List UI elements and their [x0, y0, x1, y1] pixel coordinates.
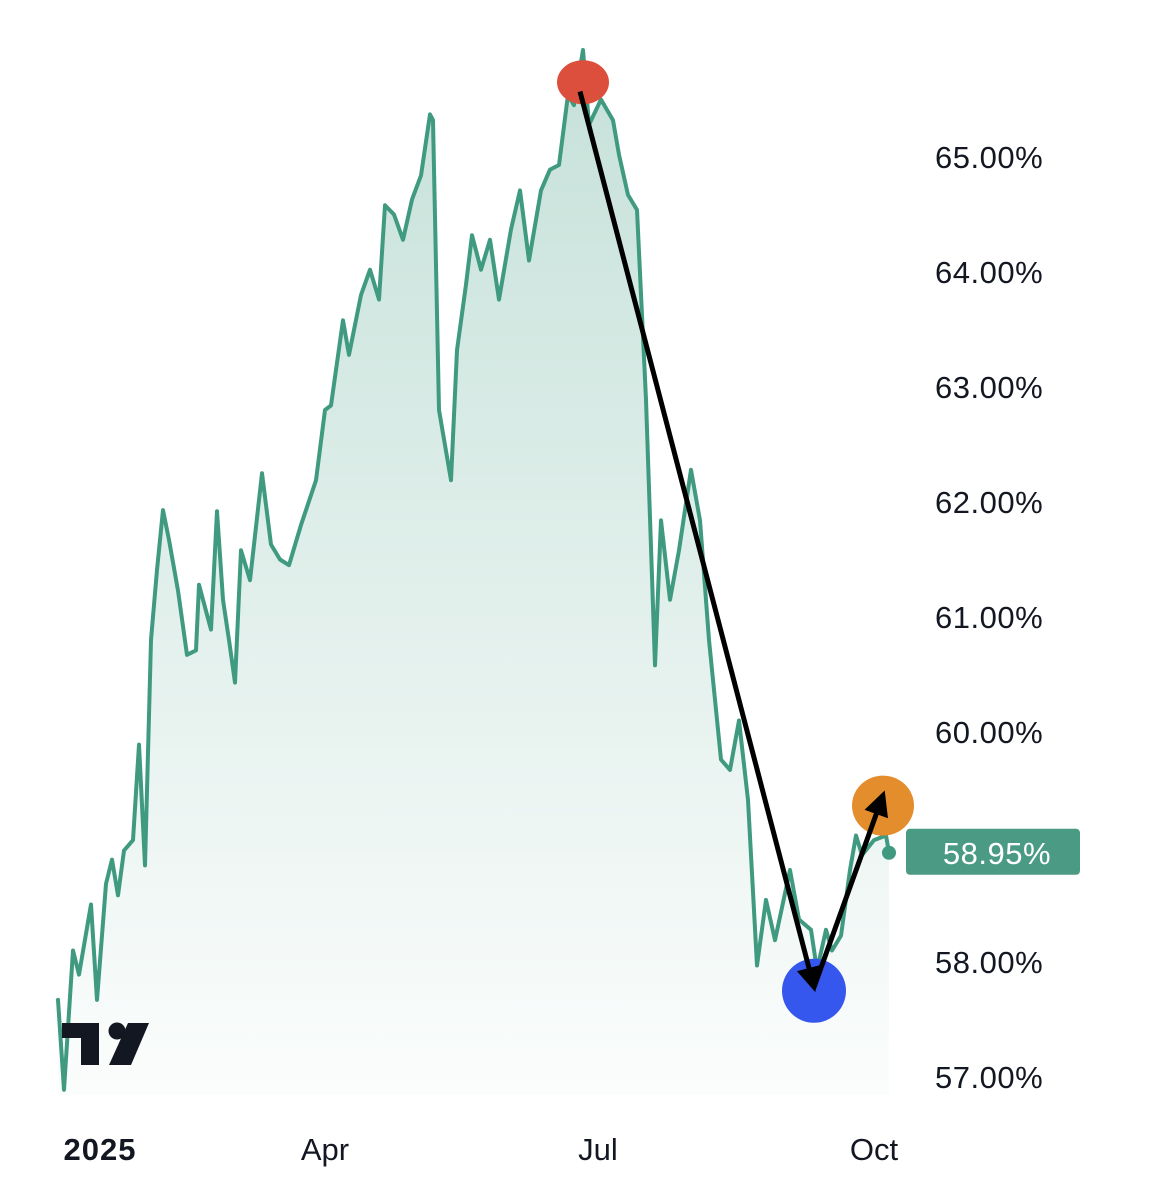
x-tick-label: 2025	[64, 1132, 137, 1167]
x-axis: 2025 Apr Jul Oct	[64, 1132, 899, 1167]
y-tick-label: 64.00%	[935, 255, 1043, 290]
y-tick-label: 57.00%	[935, 1060, 1043, 1095]
annotation-marker	[782, 958, 846, 1023]
x-tick-label: Apr	[301, 1132, 349, 1167]
last-value-tag: 58.95%	[906, 828, 1080, 875]
annotation-arrow	[811, 790, 889, 989]
annotation-marker	[557, 60, 609, 105]
y-tick-label: 61.00%	[935, 600, 1043, 635]
y-tick-label: 65.00%	[935, 140, 1043, 175]
last-value-tag-background	[906, 828, 1080, 875]
annotation-arrow	[577, 90, 822, 993]
y-tick-label: 62.00%	[935, 485, 1043, 520]
tradingview-logo	[62, 1022, 149, 1065]
series-line	[56, 48, 891, 1092]
annotation-marker	[852, 775, 914, 836]
x-tick-label: Oct	[850, 1132, 899, 1167]
y-tick-label: 63.00%	[935, 370, 1043, 405]
x-tick-label: Jul	[578, 1132, 618, 1167]
series-area-fill	[58, 50, 889, 1095]
y-tick-label: 60.00%	[935, 715, 1043, 750]
annotations	[557, 60, 914, 1023]
y-axis: 65.00% 64.00% 63.00% 62.00% 61.00% 60.00% 58.0…	[935, 140, 1043, 1095]
last-value-label: 58.95%	[943, 836, 1051, 871]
y-tick-label: 58.00%	[935, 945, 1043, 980]
last-value-dot	[882, 845, 896, 860]
